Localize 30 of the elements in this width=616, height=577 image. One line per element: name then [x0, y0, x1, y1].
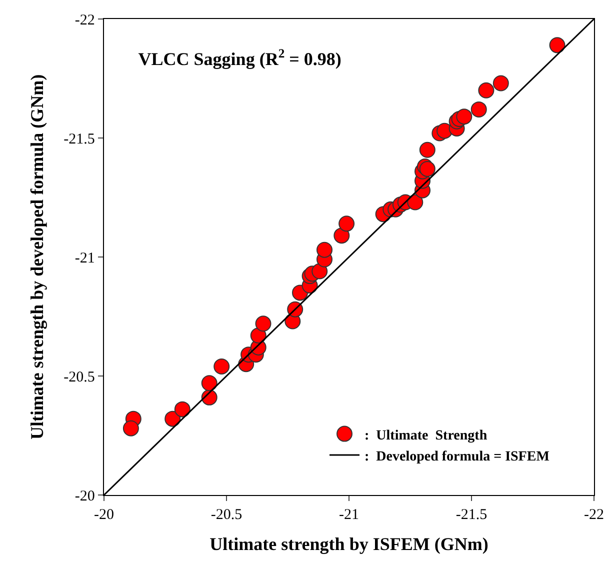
legend-label: : Ultimate Strength: [364, 428, 488, 444]
x-tick-label: -20.5: [210, 507, 242, 524]
point: [312, 263, 328, 280]
point: [201, 375, 218, 392]
point: [470, 101, 487, 118]
point: [122, 420, 139, 436]
point: [549, 37, 566, 54]
point: [492, 75, 509, 92]
x-tick-label: -21: [339, 507, 359, 524]
y-axis-title: Ultimate strength by developed formula (GNm): [26, 74, 47, 440]
x-tick-label: -21.5: [456, 507, 488, 524]
y-tick-label: -21: [74, 250, 95, 266]
point: [456, 108, 472, 125]
point: [255, 316, 272, 332]
y-tick-label: -22: [74, 12, 95, 28]
point: [214, 358, 230, 374]
x-axis-title: Ultimate strength by ISFEM (GNm): [210, 534, 488, 554]
y-tick-label: -20: [74, 488, 95, 504]
point: [478, 82, 494, 98]
point: [338, 216, 355, 232]
y-tick-label: -21.5: [64, 131, 95, 148]
text: VLCC Sagging (R$^{2}$ = 0.98): [138, 46, 342, 69]
point: [334, 228, 350, 244]
x-tick-label: -20: [94, 507, 114, 524]
legend-label: : Developed formula = ISFEM: [364, 449, 550, 464]
point: [174, 401, 190, 418]
x-tick-label: -22: [584, 507, 604, 524]
point: [419, 142, 436, 158]
point: [316, 242, 332, 258]
y-tick-label: -20.5: [64, 369, 95, 386]
